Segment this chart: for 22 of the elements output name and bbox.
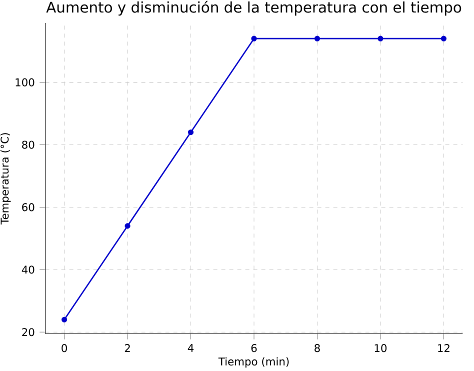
y-tick-label: 20: [22, 328, 34, 336]
x-tick-label: 6: [251, 344, 257, 352]
x-tick-label: 0: [62, 344, 67, 352]
x-tick-label: 10: [374, 344, 387, 352]
point: [314, 36, 320, 42]
point: [188, 129, 194, 136]
chart-title: Aumento y disminución de la temperatura con el tiempo: [46, 0, 462, 16]
point: [251, 36, 257, 42]
x-tick-label: 8: [314, 344, 320, 352]
point: [124, 223, 130, 229]
y-axis-title: Temperatura (°C): [0, 133, 11, 224]
y-tick-label: 100: [16, 78, 34, 86]
x-axis-title: Tiempo (min): [218, 357, 289, 368]
x-tick-label: 4: [188, 344, 194, 352]
x-tick-label: 2: [124, 344, 130, 352]
y-tick-label: 80: [22, 140, 34, 149]
point: [440, 36, 447, 42]
y-tick-label: 40: [22, 266, 34, 274]
x-tick-label: 12: [438, 344, 450, 352]
point: [378, 36, 384, 42]
y-tick-label: 60: [22, 203, 34, 212]
point: [62, 316, 68, 322]
